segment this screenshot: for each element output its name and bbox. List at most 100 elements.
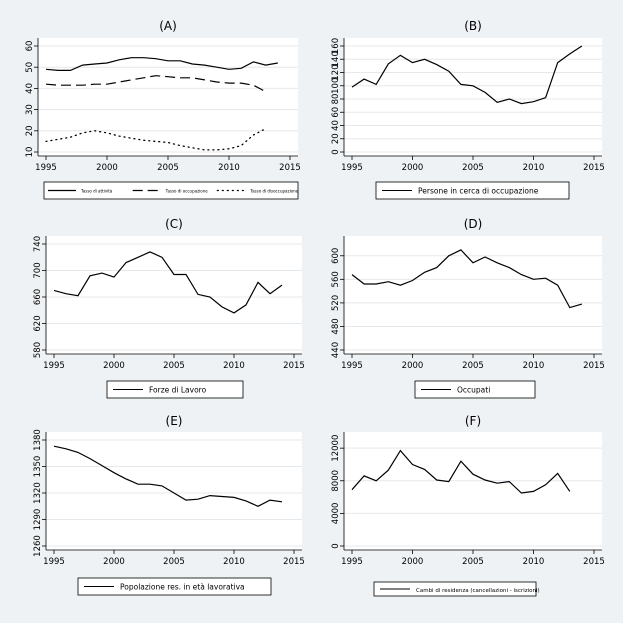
x-tick-label: 2000 — [402, 163, 424, 173]
series-line — [45, 128, 267, 151]
panel-title: (C) — [165, 217, 183, 231]
y-tick-label: 60 — [25, 41, 35, 52]
legend-box — [414, 380, 536, 399]
x-tick-label: 2010 — [223, 361, 245, 371]
plot-area — [38, 38, 298, 156]
y-tick-label: 660 — [33, 289, 43, 305]
legend-box — [43, 181, 299, 200]
x-tick-label: 1995 — [341, 163, 363, 173]
x-tick-label: 2005 — [462, 557, 484, 567]
plot-area — [344, 38, 602, 156]
y-tick-label: 20 — [331, 133, 341, 144]
plot-area — [344, 432, 602, 550]
panel-title: (A) — [159, 19, 177, 33]
series-line — [45, 57, 278, 72]
legend-label: Forze di Lavoro — [149, 386, 207, 395]
y-tick-label: 1260 — [33, 535, 43, 557]
x-tick-label: 1995 — [35, 163, 57, 173]
x-tick-label: 2005 — [163, 361, 185, 371]
x-tick-label: 2005 — [157, 163, 179, 173]
x-tick-label: 2015 — [583, 557, 605, 567]
x-tick-label: 1995 — [43, 361, 65, 371]
panel-title: (D) — [464, 217, 483, 231]
chart-panel: (D) 440 480 520 560 600 1995 2000 2005 2010 2015 Oc… — [331, 217, 605, 399]
legend-label: Tasso di occupazione — [165, 189, 209, 194]
x-tick-label: 2015 — [283, 557, 305, 567]
legend-box — [106, 380, 244, 399]
y-tick-label: 480 — [331, 318, 341, 334]
x-tick-label: 2005 — [163, 557, 185, 567]
x-tick-label: 2015 — [583, 163, 605, 173]
x-tick-label: 2000 — [402, 361, 424, 371]
y-tick-label: 520 — [331, 295, 341, 311]
y-tick-label: 1380 — [33, 429, 43, 451]
x-tick-label: 2015 — [583, 361, 605, 371]
panel-title: (B) — [464, 19, 482, 33]
y-tick-label: 1320 — [33, 482, 43, 504]
series-line — [53, 445, 283, 507]
x-tick-label: 2015 — [283, 361, 305, 371]
legend-label: Tasso di attività — [80, 189, 113, 194]
series-line — [351, 249, 583, 309]
x-tick-label: 2005 — [462, 163, 484, 173]
y-tick-label: 560 — [331, 271, 341, 287]
y-tick-label: 60 — [331, 107, 341, 118]
y-tick-label: 700 — [33, 262, 43, 278]
x-tick-label: 2010 — [218, 163, 240, 173]
y-tick-label: 100 — [331, 78, 341, 94]
y-tick-label: 140 — [331, 51, 341, 67]
plot-area — [46, 432, 302, 550]
chart-panel: (F) 0 4000 8000 12000 1995 2000 2005 2010 2015 Cam… — [331, 414, 605, 597]
panel-title: (F) — [465, 414, 481, 428]
x-tick-label: 2000 — [103, 361, 125, 371]
y-tick-label: 10 — [25, 147, 35, 158]
series-line — [351, 449, 571, 494]
y-tick-label: 120 — [331, 64, 341, 80]
y-tick-label: 0 — [331, 543, 341, 548]
y-tick-label: 4000 — [331, 503, 341, 525]
panel-title: (E) — [166, 414, 183, 428]
y-tick-label: 80 — [331, 94, 341, 105]
x-tick-label: 2010 — [523, 163, 545, 173]
legend-label: Persone in cerca di occupazione — [418, 187, 539, 196]
y-tick-label: 40 — [25, 83, 35, 94]
legend-label: Occupati — [457, 386, 490, 395]
y-tick-label: 8000 — [331, 470, 341, 492]
y-tick-label: 40 — [331, 120, 341, 131]
y-tick-label: 620 — [33, 315, 43, 331]
x-tick-label: 2015 — [279, 163, 301, 173]
x-tick-label: 2010 — [523, 361, 545, 371]
series-line — [53, 251, 283, 314]
y-tick-label: 20 — [25, 125, 35, 136]
y-tick-label: 160 — [331, 38, 341, 54]
y-tick-label: 1290 — [33, 509, 43, 531]
y-tick-label: 50 — [25, 62, 35, 73]
x-tick-label: 1995 — [341, 557, 363, 567]
legend-label: Popolazione res. in età lavorativa — [120, 583, 245, 592]
x-tick-label: 1995 — [341, 361, 363, 371]
legend-box — [375, 181, 570, 200]
y-tick-label: 30 — [25, 104, 35, 115]
x-tick-label: 2010 — [523, 557, 545, 567]
series-line — [351, 45, 583, 105]
x-tick-label: 2010 — [223, 557, 245, 567]
legend-label: Tasso di disoccupazione — [249, 189, 298, 194]
x-tick-label: 2000 — [402, 557, 424, 567]
y-tick-label: 0 — [331, 149, 341, 154]
x-tick-label: 2005 — [462, 361, 484, 371]
y-tick-label: 600 — [331, 248, 341, 264]
series-line — [45, 75, 266, 93]
legend-box — [373, 581, 537, 597]
plot-area — [46, 236, 302, 354]
y-tick-label: 12000 — [331, 435, 341, 462]
y-tick-label: 740 — [33, 236, 43, 252]
x-tick-label: 2000 — [103, 557, 125, 567]
x-tick-label: 2000 — [96, 163, 118, 173]
chart-panel: (A) 10 20 30 40 50 60 1995 2000 2005 2010 2015 Tasso… — [25, 19, 301, 200]
legend-label: Cambi di residenza (cancellazioni - iscr… — [416, 588, 540, 594]
y-tick-label: 1350 — [33, 456, 43, 478]
chart-panel: (C) 580 620 660 700 740 1995 2000 2005 2010 2015 Fo… — [33, 217, 305, 399]
x-tick-label: 1995 — [43, 557, 65, 567]
